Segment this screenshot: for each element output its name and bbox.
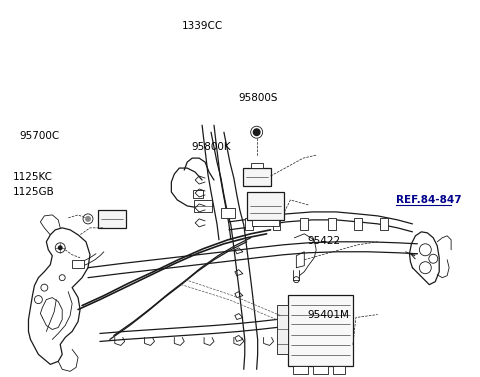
Bar <box>98 210 126 228</box>
Text: 95401M: 95401M <box>308 310 350 320</box>
Circle shape <box>58 245 63 250</box>
Text: 1339CC: 1339CC <box>181 21 223 31</box>
Bar <box>333 366 345 374</box>
Text: 95800K: 95800K <box>191 142 231 152</box>
Text: 1125GB: 1125GB <box>12 187 54 197</box>
Text: 95800S: 95800S <box>239 93 278 103</box>
Bar <box>72 260 84 268</box>
Bar <box>276 305 288 354</box>
Text: 1125KC: 1125KC <box>12 172 53 182</box>
Bar <box>243 168 271 186</box>
Text: 95422: 95422 <box>308 236 341 246</box>
Circle shape <box>85 216 91 222</box>
Bar <box>380 218 388 230</box>
Bar <box>252 220 279 226</box>
Text: 95700C: 95700C <box>20 131 60 141</box>
Bar <box>194 200 212 212</box>
Text: REF.84-847: REF.84-847 <box>396 195 462 205</box>
Bar <box>293 366 308 374</box>
Bar <box>328 218 336 230</box>
Circle shape <box>252 128 261 136</box>
Bar <box>245 218 252 230</box>
Bar <box>354 218 362 230</box>
Bar <box>300 218 308 230</box>
Bar <box>193 190 203 198</box>
Bar <box>247 192 285 220</box>
Bar <box>221 208 235 218</box>
Bar <box>273 218 280 230</box>
Bar <box>288 294 353 366</box>
Bar <box>251 163 263 168</box>
Bar <box>313 366 328 374</box>
